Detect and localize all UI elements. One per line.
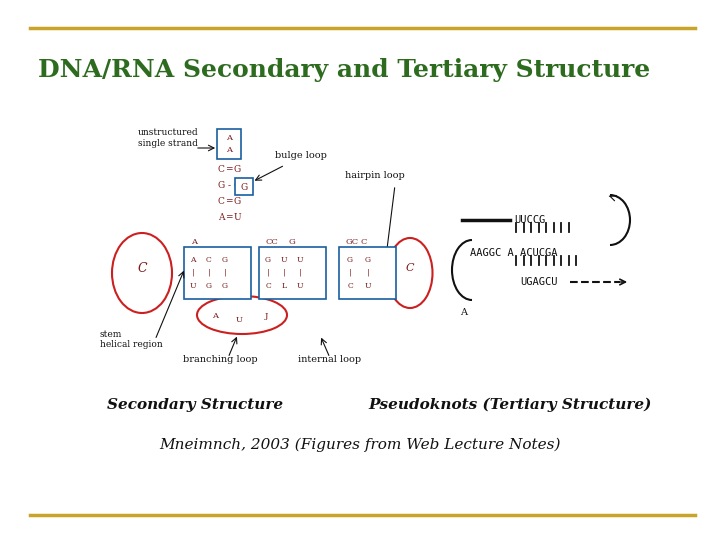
- Text: =: =: [225, 198, 233, 206]
- Text: C: C: [265, 282, 271, 290]
- Text: A: A: [191, 238, 197, 246]
- Text: G: G: [365, 256, 371, 264]
- Text: unstructured
single strand: unstructured single strand: [138, 129, 199, 148]
- Text: U: U: [190, 282, 197, 290]
- Text: Pseudoknots (Tertiary Structure): Pseudoknots (Tertiary Structure): [369, 398, 652, 412]
- Text: Mneimnch, 2003 (Figures from Web Lecture Notes): Mneimnch, 2003 (Figures from Web Lecture…: [159, 438, 561, 452]
- Text: G: G: [233, 198, 240, 206]
- Text: UUCCG: UUCCG: [514, 215, 545, 225]
- FancyBboxPatch shape: [235, 178, 253, 195]
- Text: |: |: [224, 269, 226, 277]
- Text: =: =: [225, 213, 233, 222]
- Text: U: U: [297, 282, 303, 290]
- Text: DNA/RNA Secondary and Tertiary Structure: DNA/RNA Secondary and Tertiary Structure: [38, 58, 650, 82]
- Text: internal loop: internal loop: [298, 355, 361, 364]
- Ellipse shape: [112, 233, 172, 313]
- Text: U: U: [235, 316, 243, 324]
- Text: G: G: [265, 256, 271, 264]
- Text: |: |: [192, 269, 194, 277]
- Text: U: U: [281, 256, 287, 264]
- Text: -: -: [228, 181, 230, 191]
- Text: stem
helical region: stem helical region: [100, 330, 163, 349]
- Text: C: C: [138, 261, 147, 274]
- FancyBboxPatch shape: [217, 129, 241, 159]
- Text: C: C: [347, 282, 353, 290]
- Text: branching loop: branching loop: [183, 355, 257, 364]
- Text: L: L: [282, 282, 287, 290]
- Text: |: |: [207, 269, 210, 277]
- Text: A: A: [226, 146, 232, 154]
- Text: C: C: [206, 256, 212, 264]
- Text: GC: GC: [345, 238, 358, 246]
- Text: C: C: [217, 198, 225, 206]
- Text: G: G: [233, 181, 240, 191]
- Text: U: U: [297, 256, 303, 264]
- Text: C: C: [406, 263, 414, 273]
- Text: G: G: [222, 256, 228, 264]
- Text: Secondary Structure: Secondary Structure: [107, 398, 283, 412]
- Ellipse shape: [387, 238, 433, 308]
- Text: |: |: [348, 269, 351, 277]
- Text: U: U: [233, 213, 240, 222]
- FancyBboxPatch shape: [339, 247, 396, 299]
- Text: C: C: [361, 238, 367, 246]
- Text: |: |: [366, 269, 369, 277]
- FancyBboxPatch shape: [184, 247, 251, 299]
- Text: =: =: [225, 165, 233, 174]
- Text: U: U: [365, 282, 372, 290]
- Text: A: A: [461, 308, 467, 317]
- Text: G: G: [206, 282, 212, 290]
- Text: AAGGC A ACUCGA: AAGGC A ACUCGA: [470, 248, 557, 258]
- Text: J: J: [264, 312, 268, 320]
- Text: A: A: [226, 134, 232, 142]
- Text: G: G: [240, 183, 248, 192]
- Text: |: |: [283, 269, 285, 277]
- Text: |: |: [266, 269, 269, 277]
- FancyBboxPatch shape: [259, 247, 326, 299]
- Text: A: A: [190, 256, 196, 264]
- Text: G: G: [233, 165, 240, 174]
- Text: G: G: [289, 238, 295, 246]
- Text: UGAGCU: UGAGCU: [520, 277, 557, 287]
- Text: CC: CC: [265, 238, 278, 246]
- Text: hairpin loop: hairpin loop: [345, 171, 405, 179]
- Text: G: G: [347, 256, 353, 264]
- Text: C: C: [217, 165, 225, 174]
- Text: G: G: [222, 282, 228, 290]
- Text: A: A: [212, 312, 218, 320]
- Text: G: G: [217, 181, 225, 191]
- Text: bulge loop: bulge loop: [275, 151, 327, 159]
- Ellipse shape: [197, 296, 287, 334]
- Text: |: |: [299, 269, 301, 277]
- Text: A: A: [217, 213, 224, 222]
